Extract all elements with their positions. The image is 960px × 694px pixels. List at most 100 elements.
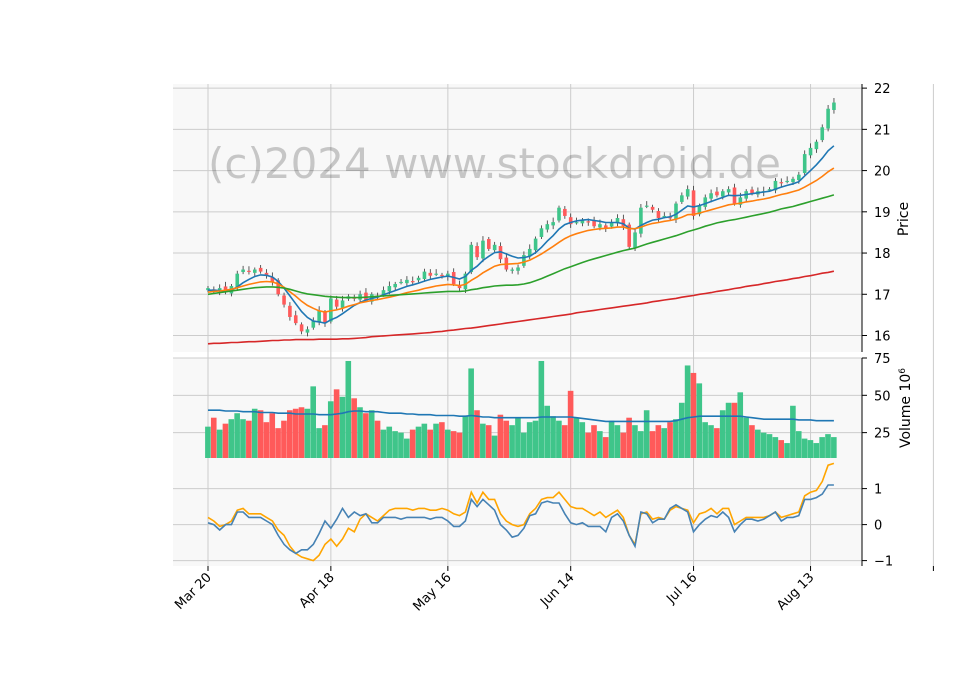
volume-bar [795, 431, 802, 458]
volume-bar [287, 410, 293, 458]
price-y-tick-label: 18 [874, 247, 891, 262]
volume-bar [714, 428, 720, 458]
volume-bar [509, 425, 515, 458]
candle-up [808, 147, 813, 156]
candle-up [317, 310, 321, 323]
candle-up [405, 279, 409, 284]
candle-up [773, 180, 778, 191]
oscillator-line [207, 462, 835, 562]
candle-down [779, 182, 784, 184]
candle-down [650, 206, 655, 210]
volume-bar [684, 365, 691, 458]
volume-bar [339, 396, 346, 458]
candle-down [750, 189, 754, 194]
candle-down [668, 217, 672, 219]
candle-down [586, 221, 591, 223]
volume-bar [240, 419, 246, 458]
oscillator-panel-background [173, 458, 862, 566]
price-y-tick-label: 22 [874, 82, 891, 97]
volume-bar [433, 423, 439, 458]
volume-bar [784, 443, 790, 458]
volume-bar [521, 432, 527, 458]
candle-up [598, 224, 602, 228]
volume-bar [579, 422, 586, 458]
volume-bar [567, 390, 574, 458]
volume-y-tick-label: 50 [874, 389, 891, 404]
x-tick-label: Aug 13 [774, 570, 817, 613]
candle-up [797, 174, 801, 181]
volume-bar [778, 440, 784, 458]
oscillator-y-tick-label: −1 [874, 555, 893, 570]
volume-bar [444, 429, 451, 458]
price-y-tick-label: 20 [874, 165, 891, 180]
candle-up [580, 220, 585, 224]
volume-bar [363, 413, 369, 458]
volume-bar [222, 423, 229, 458]
volume-y-tick-label: 75 [874, 352, 891, 367]
volume-bar [719, 410, 726, 458]
price-y-tick-label: 21 [874, 123, 891, 138]
candle-down [457, 285, 462, 289]
volume-bar [638, 431, 644, 458]
candle-up [522, 255, 526, 266]
volume-bar [427, 429, 433, 458]
volume-bar [246, 420, 252, 458]
volume-bar [673, 419, 679, 458]
volume-bar [526, 422, 533, 458]
volume-bar [702, 422, 708, 458]
volume-bar [678, 402, 685, 458]
volume-bar [831, 437, 837, 458]
volume-bar [421, 423, 428, 458]
volume-bar [415, 426, 422, 458]
candle-down [270, 276, 275, 282]
volume-average-line [208, 409, 834, 423]
candle-up [416, 277, 421, 281]
volume-bar [404, 438, 410, 458]
candle-up [516, 267, 520, 271]
volume-bar [210, 417, 217, 458]
volume-bar [275, 428, 281, 458]
candle-down [621, 219, 626, 227]
volume-bar [550, 416, 556, 458]
candle-up [492, 244, 497, 251]
candle-up [469, 244, 474, 273]
candle-up [305, 329, 310, 333]
candle-down [282, 295, 286, 305]
candle-up [644, 205, 649, 207]
price-panel-background [173, 84, 862, 352]
volume-bar [228, 419, 235, 458]
volume-bar [216, 429, 223, 458]
candle-up [726, 189, 731, 193]
watermark: (c)2024 www.stockdroid.de [208, 139, 781, 188]
volume-bar [380, 429, 387, 458]
volume-bar [304, 408, 311, 458]
volume-bar [544, 405, 550, 458]
candle-up [802, 154, 807, 174]
price-y-tick-label: 17 [874, 288, 891, 303]
candle-up [527, 248, 532, 257]
candle-up [387, 286, 392, 292]
volume-bar [626, 417, 632, 458]
candle-down [627, 224, 631, 247]
volume-bar [585, 432, 591, 458]
candle-up [539, 228, 544, 237]
volume-bar [807, 440, 814, 458]
candle-up [680, 195, 684, 202]
volume-bar [643, 410, 650, 458]
volume-bar [801, 438, 808, 458]
candle-up [311, 321, 316, 328]
candle-up [662, 215, 667, 218]
candle-down [299, 324, 304, 332]
x-tick-label: Apr 18 [297, 570, 338, 611]
volume-bar [398, 432, 404, 458]
volume-bar [386, 426, 393, 458]
candle-down [428, 272, 433, 276]
oscillator-line [207, 484, 834, 555]
volume-bar [292, 408, 299, 458]
volume-bar [620, 432, 627, 458]
candle-up [510, 269, 514, 271]
volume-bar [632, 425, 638, 458]
candle-down [247, 270, 251, 272]
candle-up [574, 222, 579, 224]
